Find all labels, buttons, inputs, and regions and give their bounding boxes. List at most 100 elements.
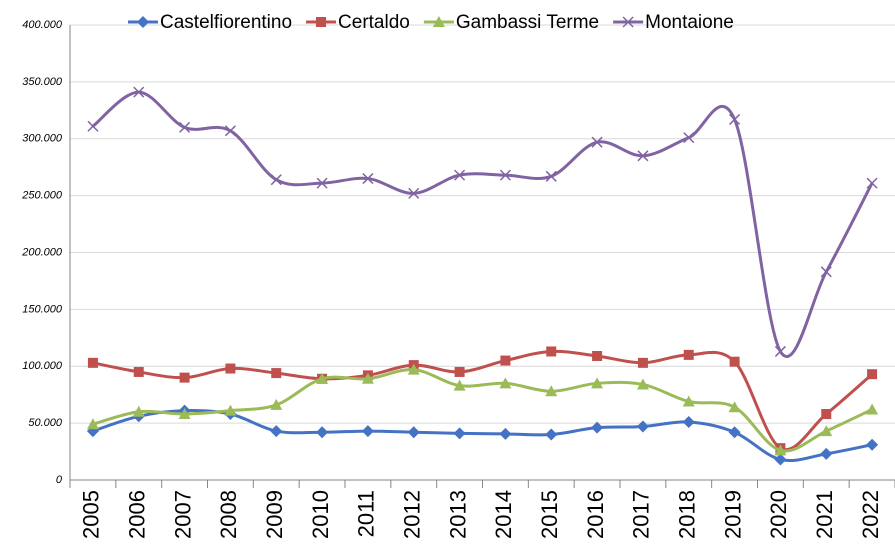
marker [316,372,329,384]
x-tick-label: 2006 [125,490,150,539]
marker [682,395,695,407]
marker [270,398,283,410]
y-tick-label: 250.000 [21,190,63,202]
y-tick-label: 350.000 [22,76,63,88]
marker [546,346,557,357]
marker [316,177,328,189]
marker [774,444,787,456]
marker [729,356,740,367]
marker [866,177,878,189]
marker [500,355,511,366]
x-tick-label: 2005 [79,490,104,539]
marker [591,421,604,434]
marker [432,16,445,27]
marker [545,428,558,441]
marker [316,426,329,439]
x-tick-label: 2017 [629,490,654,539]
legend-label: Montaione [645,12,734,33]
marker [454,366,465,377]
x-tick-label: 2018 [675,490,700,539]
marker [316,17,327,27]
legend-label: Castelfiorentino [160,12,292,33]
marker [133,366,144,377]
marker [867,369,878,380]
x-tick-label: 2012 [400,490,425,539]
marker [636,378,649,390]
marker [774,453,787,466]
marker [270,425,283,438]
x-tick-label: 2022 [858,490,883,539]
marker [499,377,512,389]
marker [407,426,420,439]
x-tick-label: 2014 [491,490,516,539]
y-tick-label: 150.000 [22,303,63,315]
x-tick-label: 2009 [262,490,287,539]
marker [729,113,741,125]
marker [637,150,649,162]
marker [270,174,282,186]
marker [774,345,786,357]
marker [453,427,466,440]
marker [636,420,649,433]
x-tick-label: 2020 [766,490,791,539]
marker [225,363,236,374]
marker [178,408,191,420]
x-tick-label: 2021 [812,490,837,539]
marker [637,357,648,368]
y-tick-label: 100.000 [22,360,63,372]
marker [361,425,374,438]
series-line [92,409,873,463]
x-tick-label: 2010 [308,490,333,539]
marker [820,425,833,437]
marker [361,372,374,384]
marker [86,418,99,430]
marker [545,385,558,397]
series-line [91,90,874,358]
x-tick-label: 2016 [583,490,608,539]
marker [271,368,282,379]
marker [682,415,695,428]
marker [132,405,145,417]
marker [179,372,190,383]
marker [728,426,741,439]
marker [820,447,833,460]
marker [591,377,604,389]
y-tick-label: 0 [56,474,63,486]
marker [87,357,98,368]
marker [683,132,695,144]
marker [137,16,149,28]
marker [133,86,145,98]
marker [591,136,603,148]
marker [407,363,420,375]
x-tick-label: 2019 [720,490,745,539]
y-tick-label: 300.000 [22,133,63,145]
marker [179,121,191,133]
marker [545,170,557,182]
x-tick-label: 2015 [537,490,562,539]
marker [622,16,634,28]
y-tick-label: 400.000 [22,19,63,31]
y-tick-label: 50.000 [28,417,63,429]
marker [866,403,879,415]
marker [821,409,832,420]
marker [728,401,741,413]
x-tick-label: 2007 [170,490,195,539]
marker [362,173,374,185]
marker [592,351,603,362]
legend: Castelfiorentino Certaldo Gambassi Terme Mo… [128,12,734,33]
marker [820,266,832,278]
marker [866,438,879,451]
marker [499,169,511,181]
legend-label: Gambassi Terme [456,12,599,33]
marker [87,120,99,132]
marker [499,427,512,440]
x-tick-label: 2013 [445,490,470,539]
marker [454,169,466,181]
x-tick-label: 2011 [354,490,379,537]
marker [224,404,237,416]
marker [408,187,420,199]
y-tick-label: 200.000 [21,246,63,258]
marker [683,349,694,360]
x-tick-label: 2008 [216,490,241,539]
